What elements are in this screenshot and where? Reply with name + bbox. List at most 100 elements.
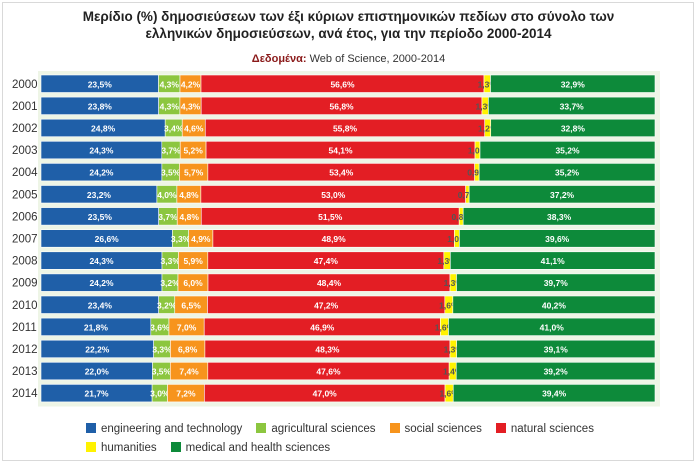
legend-swatch: [389, 423, 400, 433]
legend-label: humanities: [101, 442, 157, 454]
legend-label: natural sciences: [510, 423, 594, 435]
year-label: 2007: [12, 233, 38, 245]
data-label: 47,4%: [314, 256, 339, 266]
data-label: 22,2%: [85, 344, 110, 354]
legend-item: social sciences: [389, 420, 482, 439]
data-label: 3,0%: [150, 389, 170, 399]
data-label: 41,1%: [541, 256, 566, 266]
data-label: 23,5%: [88, 212, 113, 222]
data-label: 23,2%: [87, 190, 112, 200]
data-label: 38,3%: [547, 212, 572, 222]
chart-title-line-1: Μερίδιο (%) δημοσιεύσεων των έξι κύριων …: [82, 9, 615, 24]
data-label: 1,6%: [439, 389, 459, 399]
data-label: 26,6%: [95, 234, 120, 244]
data-label: 4,9%: [191, 234, 211, 244]
bar-segment: [459, 229, 656, 248]
data-label: 24,2%: [89, 168, 114, 178]
bar-segment: [450, 251, 656, 270]
data-label: 7,0%: [177, 322, 197, 332]
bar-segment: [452, 384, 656, 403]
data-label: 35,2%: [555, 168, 580, 178]
chart-title-line-2: ελληνικών δημοσιεύσεων, ανά έτος, για τη…: [145, 26, 552, 41]
legend-item: natural sciences: [495, 420, 594, 439]
year-label: 2004: [12, 167, 38, 179]
data-label: 1,3%: [478, 79, 498, 89]
data-label: 3,2%: [157, 300, 177, 310]
year-label: 2003: [12, 145, 38, 157]
year-label: 2005: [12, 189, 38, 201]
data-label: 3,3%: [171, 234, 191, 244]
bar-segment: [488, 96, 656, 115]
data-label: 48,4%: [317, 278, 342, 288]
chart-legend: engineering and technology agricultural s…: [86, 420, 676, 458]
data-label: 47,6%: [316, 367, 341, 377]
data-label: 4,3%: [160, 79, 180, 89]
data-label: 24,3%: [89, 146, 114, 156]
data-label: 22,0%: [85, 367, 110, 377]
legend-item: humanities: [86, 439, 157, 458]
data-label: 1,0%: [468, 146, 488, 156]
bar-segment: [455, 361, 656, 381]
data-label: 7,2%: [176, 389, 196, 399]
legend-label: social sciences: [404, 423, 482, 435]
data-label: 3,3%: [152, 344, 172, 354]
data-label: 39,6%: [545, 234, 570, 244]
bar-segment: [462, 207, 656, 226]
data-label: 41,0%: [540, 322, 565, 332]
data-label: 23,5%: [88, 79, 113, 89]
legend-swatch: [86, 423, 96, 433]
data-label: 4,6%: [184, 123, 204, 133]
data-label: 48,3%: [315, 344, 340, 354]
data-label: 6,0%: [183, 278, 203, 288]
legend-item: engineering and technology: [86, 420, 242, 439]
data-label: 40,2%: [542, 300, 567, 310]
data-label: 54,1%: [328, 146, 353, 156]
data-label: 3,6%: [150, 322, 170, 332]
data-label: 1,0%: [447, 234, 467, 244]
year-label: 2012: [12, 344, 38, 356]
data-label: 1,3%: [444, 344, 464, 354]
data-label: 3,7%: [158, 212, 178, 222]
data-label: 39,2%: [544, 367, 569, 377]
data-label: 5,7%: [184, 168, 204, 178]
data-label: 1,3%: [437, 256, 457, 266]
bar-segment: [490, 74, 656, 93]
data-label: 1,2%: [478, 123, 498, 133]
data-label: 35,2%: [555, 146, 580, 156]
data-label: 46,9%: [310, 322, 335, 332]
data-label: 53,0%: [321, 190, 346, 200]
legend-item: medical and health sciences: [170, 439, 331, 458]
year-label: 2008: [12, 256, 38, 268]
data-label: 0,7%: [458, 190, 478, 200]
data-label: 4,2%: [181, 79, 201, 89]
legend-swatch: [495, 423, 506, 433]
data-label: 24,2%: [89, 278, 114, 288]
data-label: 53,4%: [329, 168, 354, 178]
data-label: 3,4%: [164, 123, 184, 133]
year-label: 2002: [12, 123, 38, 135]
data-label: 56,6%: [330, 79, 355, 89]
legend-swatch: [170, 442, 181, 452]
data-label: 6,8%: [178, 344, 198, 354]
data-label: 48,9%: [322, 234, 347, 244]
data-label: 33,7%: [560, 101, 585, 111]
data-label: 5,9%: [183, 256, 203, 266]
data-label: 47,0%: [313, 389, 338, 399]
data-label: 4,0%: [157, 190, 177, 200]
data-label: 6,5%: [181, 300, 201, 310]
data-label: 3,5%: [152, 367, 172, 377]
bar-segment: [490, 118, 656, 137]
year-label: 2001: [12, 101, 38, 113]
data-label: 1,4%: [443, 367, 463, 377]
legend-label: medical and health sciences: [185, 442, 331, 454]
data-label: 3,7%: [161, 146, 181, 156]
data-label: 1,6%: [435, 322, 455, 332]
source-text: Web of Science, 2000-2014: [309, 53, 446, 65]
data-label: 1,3%: [476, 101, 496, 111]
legend-label: agricultural sciences: [271, 423, 376, 435]
legend-label: engineering and technology: [101, 423, 243, 435]
data-label: 3,5%: [161, 168, 181, 178]
legend-item: agricultural sciences: [256, 420, 376, 439]
bar-segment: [448, 317, 656, 336]
